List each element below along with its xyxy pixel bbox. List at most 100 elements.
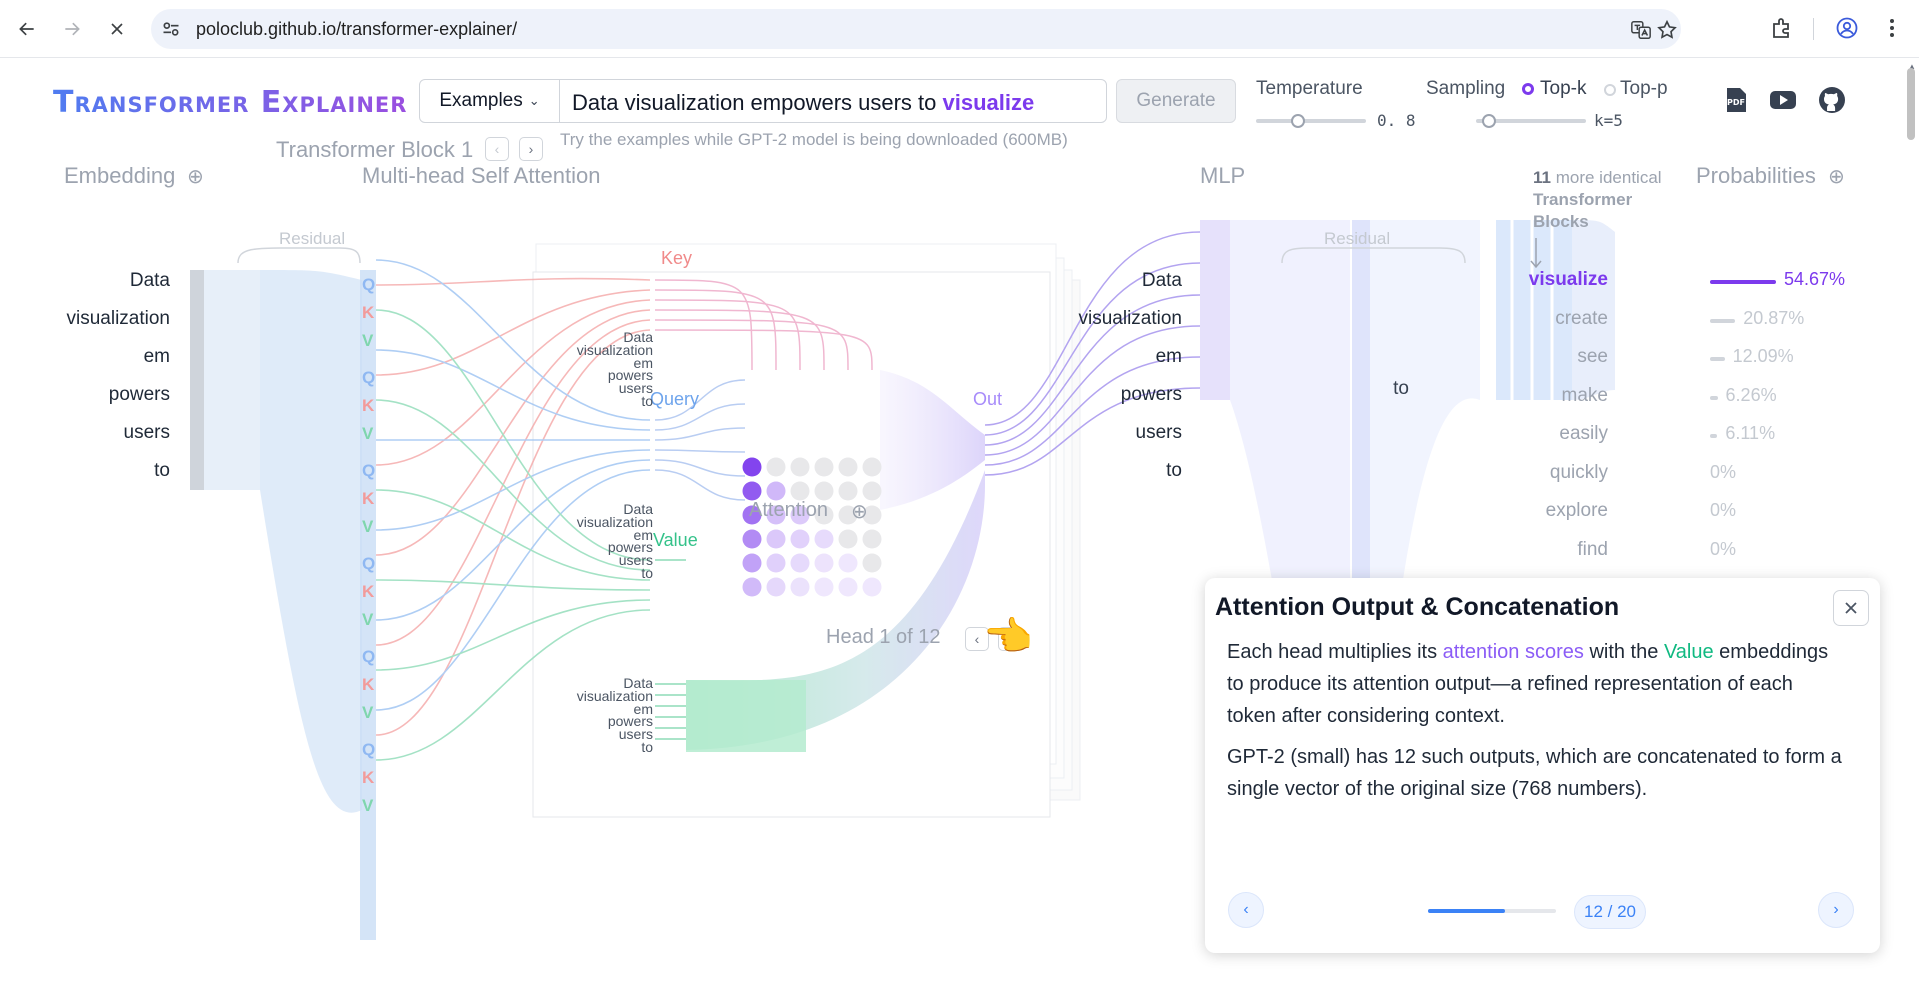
attention-score-dot[interactable] bbox=[838, 505, 858, 525]
stop-loading-icon[interactable] bbox=[101, 13, 133, 45]
prev-head-button[interactable]: ‹ bbox=[965, 627, 989, 651]
site-settings-icon[interactable] bbox=[161, 19, 181, 39]
attention-score-dot[interactable] bbox=[742, 457, 762, 477]
forward-icon[interactable] bbox=[56, 13, 88, 45]
probability-row[interactable]: see 12.09% bbox=[1577, 346, 1880, 372]
attention-score-dot[interactable] bbox=[742, 577, 762, 597]
pdf-icon[interactable]: PDF bbox=[1722, 86, 1750, 114]
query-token: visualization bbox=[576, 513, 653, 530]
attention-score-dot[interactable] bbox=[862, 457, 882, 477]
scroll-thumb[interactable] bbox=[1907, 68, 1915, 140]
prompt-input[interactable]: Data visualization empowers users to vis… bbox=[572, 90, 1034, 116]
next-block-button[interactable]: › bbox=[519, 137, 543, 161]
attention-score-dot[interactable] bbox=[814, 505, 834, 525]
residual-label-left: Residual bbox=[279, 229, 346, 248]
attention-score-dot[interactable] bbox=[838, 553, 858, 573]
attention-score-dot[interactable] bbox=[742, 553, 762, 573]
value-lines bbox=[654, 559, 686, 740]
attention-score-dot[interactable] bbox=[790, 505, 810, 525]
attention-score-dot[interactable] bbox=[862, 529, 882, 549]
attention-score-dot[interactable] bbox=[742, 505, 762, 525]
probabilities-title[interactable]: Probabilities bbox=[1696, 163, 1816, 188]
attention-score-dot[interactable] bbox=[790, 553, 810, 573]
close-icon[interactable] bbox=[1833, 590, 1869, 626]
attention-score-dot[interactable] bbox=[790, 457, 810, 477]
attention-score-dot[interactable] bbox=[742, 529, 762, 549]
attention-score-dot[interactable] bbox=[814, 529, 834, 549]
bookmark-star-icon[interactable] bbox=[1656, 19, 1678, 41]
temperature-slider-thumb[interactable] bbox=[1290, 114, 1305, 128]
url-text[interactable]: poloclub.github.io/transformer-explainer… bbox=[196, 19, 518, 39]
probability-row[interactable]: quickly 0% bbox=[1550, 462, 1880, 488]
attention-score-dot[interactable] bbox=[862, 553, 882, 573]
temperature-slider[interactable] bbox=[1256, 119, 1366, 123]
attention-score-dot[interactable] bbox=[766, 529, 786, 549]
attention-score-dot[interactable] bbox=[814, 481, 834, 501]
scroll-up-icon[interactable]: ▲ bbox=[1908, 62, 1916, 71]
attention-score-dot[interactable] bbox=[790, 577, 810, 597]
attention-score-dot[interactable] bbox=[814, 577, 834, 597]
attention-score-dot[interactable] bbox=[838, 529, 858, 549]
more-blocks-note: 11 more identical Transformer Blocks bbox=[1533, 167, 1683, 233]
youtube-icon[interactable] bbox=[1769, 86, 1797, 114]
probabilities-zoom-icon[interactable]: ⊕ bbox=[1828, 166, 1845, 188]
k-slider-thumb[interactable] bbox=[1481, 114, 1496, 128]
embedding-token: powers bbox=[108, 384, 170, 405]
generate-button[interactable]: Generate bbox=[1116, 79, 1236, 123]
top-k-label[interactable]: Top-k bbox=[1540, 78, 1587, 99]
attention-score-dot[interactable] bbox=[838, 577, 858, 597]
output-to-prob-flow bbox=[1572, 220, 1615, 400]
attention-score-dot[interactable] bbox=[766, 481, 786, 501]
profile-icon[interactable] bbox=[1835, 16, 1859, 40]
top-p-label[interactable]: Top-p bbox=[1620, 78, 1668, 99]
embedding-token: visualization bbox=[66, 308, 171, 329]
attention-score-dot[interactable] bbox=[790, 481, 810, 501]
attention-score-dot[interactable] bbox=[862, 577, 882, 597]
top-k-radio[interactable] bbox=[1522, 83, 1534, 95]
query-label: Query bbox=[650, 389, 700, 409]
qkv-label-k: K bbox=[362, 489, 375, 508]
embedding-title[interactable]: Embedding bbox=[64, 163, 176, 188]
qkv-label-v: V bbox=[362, 331, 374, 350]
panel-paragraph-2: GPT-2 (small) has 12 such outputs, which… bbox=[1227, 746, 1842, 800]
github-icon[interactable] bbox=[1818, 86, 1846, 114]
probability-row[interactable]: explore 0% bbox=[1546, 500, 1880, 526]
attention-score-dot[interactable] bbox=[838, 481, 858, 501]
attention-score-dot[interactable] bbox=[814, 553, 834, 573]
attention-score-dot[interactable] bbox=[862, 481, 882, 501]
next-head-button[interactable]: › bbox=[998, 627, 1022, 651]
attention-zoom-icon[interactable]: ⊕ bbox=[851, 501, 868, 523]
probability-row[interactable]: make 6.26% bbox=[1562, 385, 1880, 411]
translate-icon[interactable] bbox=[1630, 19, 1652, 41]
attention-score-dot[interactable] bbox=[766, 553, 786, 573]
attention-label[interactable]: Attention bbox=[749, 499, 828, 521]
attention-score-dot[interactable] bbox=[766, 505, 786, 525]
more-menu-icon[interactable] bbox=[1880, 16, 1904, 40]
probability-row[interactable]: find 0% bbox=[1577, 539, 1880, 565]
value-token: to bbox=[641, 739, 653, 755]
back-icon[interactable] bbox=[11, 13, 43, 45]
prev-block-button[interactable]: ‹ bbox=[485, 137, 509, 161]
probability-row[interactable]: easily 6.11% bbox=[1559, 423, 1880, 449]
probability-row[interactable]: visualize 54.67% bbox=[1529, 269, 1880, 295]
probability-value: 0% bbox=[1710, 500, 1737, 520]
attention-score-dot[interactable] bbox=[790, 529, 810, 549]
probability-row[interactable]: create 20.87% bbox=[1555, 308, 1880, 334]
attention-score-dot[interactable] bbox=[862, 505, 882, 525]
attention-score-dot[interactable] bbox=[766, 577, 786, 597]
panel-prev-button[interactable]: ‹ bbox=[1228, 892, 1264, 928]
attention-score-dot[interactable] bbox=[814, 457, 834, 477]
examples-dropdown[interactable]: Examples ⌄ bbox=[420, 80, 560, 122]
app-logo[interactable]: Transformer Explainer bbox=[53, 85, 408, 120]
attention-score-dot[interactable] bbox=[766, 457, 786, 477]
embedding-token: em bbox=[143, 346, 170, 367]
attention-score-dot[interactable] bbox=[742, 481, 762, 501]
top-p-radio[interactable] bbox=[1604, 84, 1616, 96]
k-slider[interactable] bbox=[1476, 119, 1586, 123]
extensions-icon[interactable] bbox=[1770, 16, 1794, 40]
address-bar[interactable]: poloclub.github.io/transformer-explainer… bbox=[151, 9, 1681, 49]
page-scrollbar[interactable]: ▲ bbox=[1906, 62, 1916, 982]
panel-next-button[interactable]: › bbox=[1818, 892, 1854, 928]
embedding-zoom-icon[interactable]: ⊕ bbox=[187, 166, 204, 188]
attention-score-dot[interactable] bbox=[838, 457, 858, 477]
